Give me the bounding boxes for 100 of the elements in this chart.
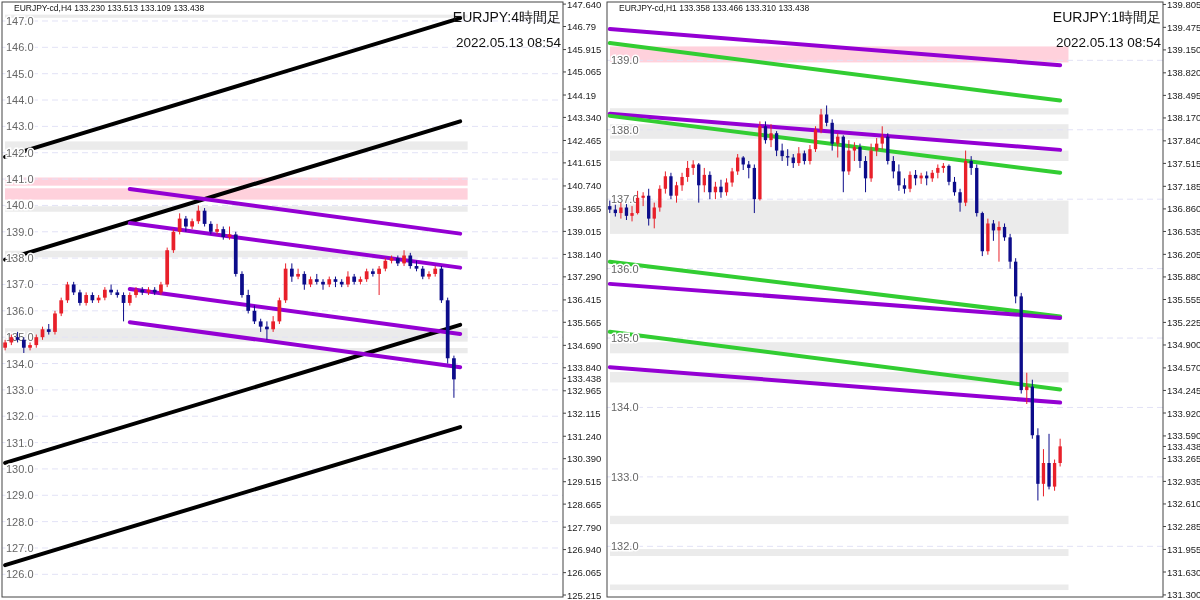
candlestick (991, 219, 996, 242)
candlestick (808, 144, 812, 165)
y-tick-label: 136.0 (611, 262, 639, 275)
y-tick-label: 142.0 (6, 146, 34, 159)
candlestick (680, 172, 684, 192)
y-tick-label: 138.0 (611, 123, 639, 136)
text: 2022.05.13 08:54 (1055, 35, 1162, 50)
y-tick-label: 139.0 (611, 54, 639, 67)
candlestick (184, 215, 188, 233)
y2-tick-label: 131.240 (567, 430, 602, 442)
y2-tick-label: 145.065 (567, 66, 602, 78)
candlestick (669, 172, 673, 200)
y2-tick-label: 133.840 (567, 362, 602, 374)
y-tick-label: 136.0 (6, 304, 34, 317)
y-tick-label: 139.0 (6, 225, 34, 238)
y2-tick-label: 128.665 (567, 498, 602, 510)
candlestick (1041, 448, 1046, 497)
candlestick (824, 104, 829, 127)
y2-tick-label: 147.640 (567, 0, 602, 10)
candlestick (134, 286, 138, 299)
candlestick (947, 163, 951, 186)
annotation: EURJPY-cd,H1 133.358 133.466 133.310 133.438 (619, 3, 810, 13)
candlestick (402, 249, 406, 267)
candlestick (289, 262, 294, 283)
candlestick (969, 155, 973, 176)
candlestick (674, 181, 679, 204)
y-tick-label: 146.0 (6, 41, 34, 54)
candlestick (763, 120, 768, 145)
y-tick-label: 135.0 (611, 332, 639, 345)
candlestick (847, 139, 851, 176)
candlestick (897, 163, 901, 192)
candlestick (215, 223, 219, 235)
candlestick (819, 108, 823, 134)
candlestick (774, 130, 779, 157)
y2-tick-label: 139.865 (567, 203, 602, 215)
y2-tick-label: 138.140 (567, 248, 602, 260)
y2-tick-label: 144.19 (567, 89, 597, 101)
y-tick-label: 128.0 (6, 515, 34, 528)
candlestick (196, 204, 201, 225)
candlestick (647, 188, 651, 227)
candlestick (641, 191, 645, 207)
candlestick (177, 212, 182, 235)
candlestick (630, 205, 634, 222)
y-tick-label: 126.0 (6, 568, 34, 581)
candlestick (658, 184, 662, 213)
text: EURJPY:1時間足 (1052, 9, 1161, 25)
candlestick (997, 220, 1001, 263)
candlestick (377, 265, 381, 296)
candlestick (663, 170, 668, 195)
candlestick (302, 270, 307, 291)
candlestick (719, 179, 723, 199)
text: 2022.05.13 08:54 (455, 35, 562, 50)
y2-tick-label: 127.790 (567, 521, 602, 533)
y2-tick-label: 142.465 (567, 134, 602, 146)
candlestick (730, 167, 734, 188)
y2-tick-label: 134.690 (567, 339, 602, 351)
y-tick-label: 134.0 (6, 357, 34, 370)
candlestick (1058, 438, 1062, 467)
y-tick-label: 144.0 (6, 94, 34, 107)
y-tick-label: 143.0 (6, 120, 34, 133)
y-tick-label: 145.0 (6, 67, 34, 80)
y-tick-label: 132.0 (6, 410, 34, 423)
y2-tick-label: 125.215 (567, 589, 602, 600)
candlestick (246, 289, 251, 314)
y2-tick-label: 133.438 (567, 372, 602, 384)
candlestick (830, 118, 834, 152)
y-tick-label: 133.0 (611, 470, 639, 483)
y-tick-label: 129.0 (6, 489, 34, 502)
y2-tick-label: 141.615 (567, 157, 602, 169)
y2-tick-label: 135.565 (567, 316, 602, 328)
candlestick (28, 341, 32, 351)
candlestick (427, 270, 431, 280)
y2-tick-label: 132.965 (567, 385, 602, 397)
candlestick (769, 123, 773, 148)
candlestick (685, 160, 690, 183)
y-tick-label: 132.0 (611, 540, 639, 553)
y2-tick-label: 145.915 (567, 44, 602, 56)
candlestick (780, 143, 784, 162)
candlestick (53, 310, 57, 336)
y2-tick-label: 132.115 (567, 407, 601, 419)
y-tick-label: 140.0 (6, 199, 34, 212)
y2-tick-label: 129.515 (567, 476, 602, 488)
candlestick (371, 268, 375, 278)
y2-tick-label: 126.940 (567, 544, 602, 556)
candlestick (836, 132, 840, 159)
y-tick-label: 131.0 (6, 436, 34, 449)
y2-tick-label: 130.390 (567, 453, 602, 465)
candlestick (240, 270, 244, 299)
y2-tick-label: 140.740 (567, 180, 602, 192)
y2-tick-label: 146.79 (567, 21, 597, 33)
candlestick (874, 137, 879, 157)
candlestick (708, 170, 712, 200)
candlestick (1052, 459, 1057, 492)
candlestick (908, 170, 912, 193)
y-tick-label: 133.0 (6, 383, 34, 396)
y2-tick-label: 133.438 (1167, 440, 1200, 452)
y2-tick-label: 126.065 (567, 567, 602, 579)
candlestick (296, 268, 300, 280)
candlestick (797, 146, 801, 167)
candlestick (958, 188, 962, 213)
